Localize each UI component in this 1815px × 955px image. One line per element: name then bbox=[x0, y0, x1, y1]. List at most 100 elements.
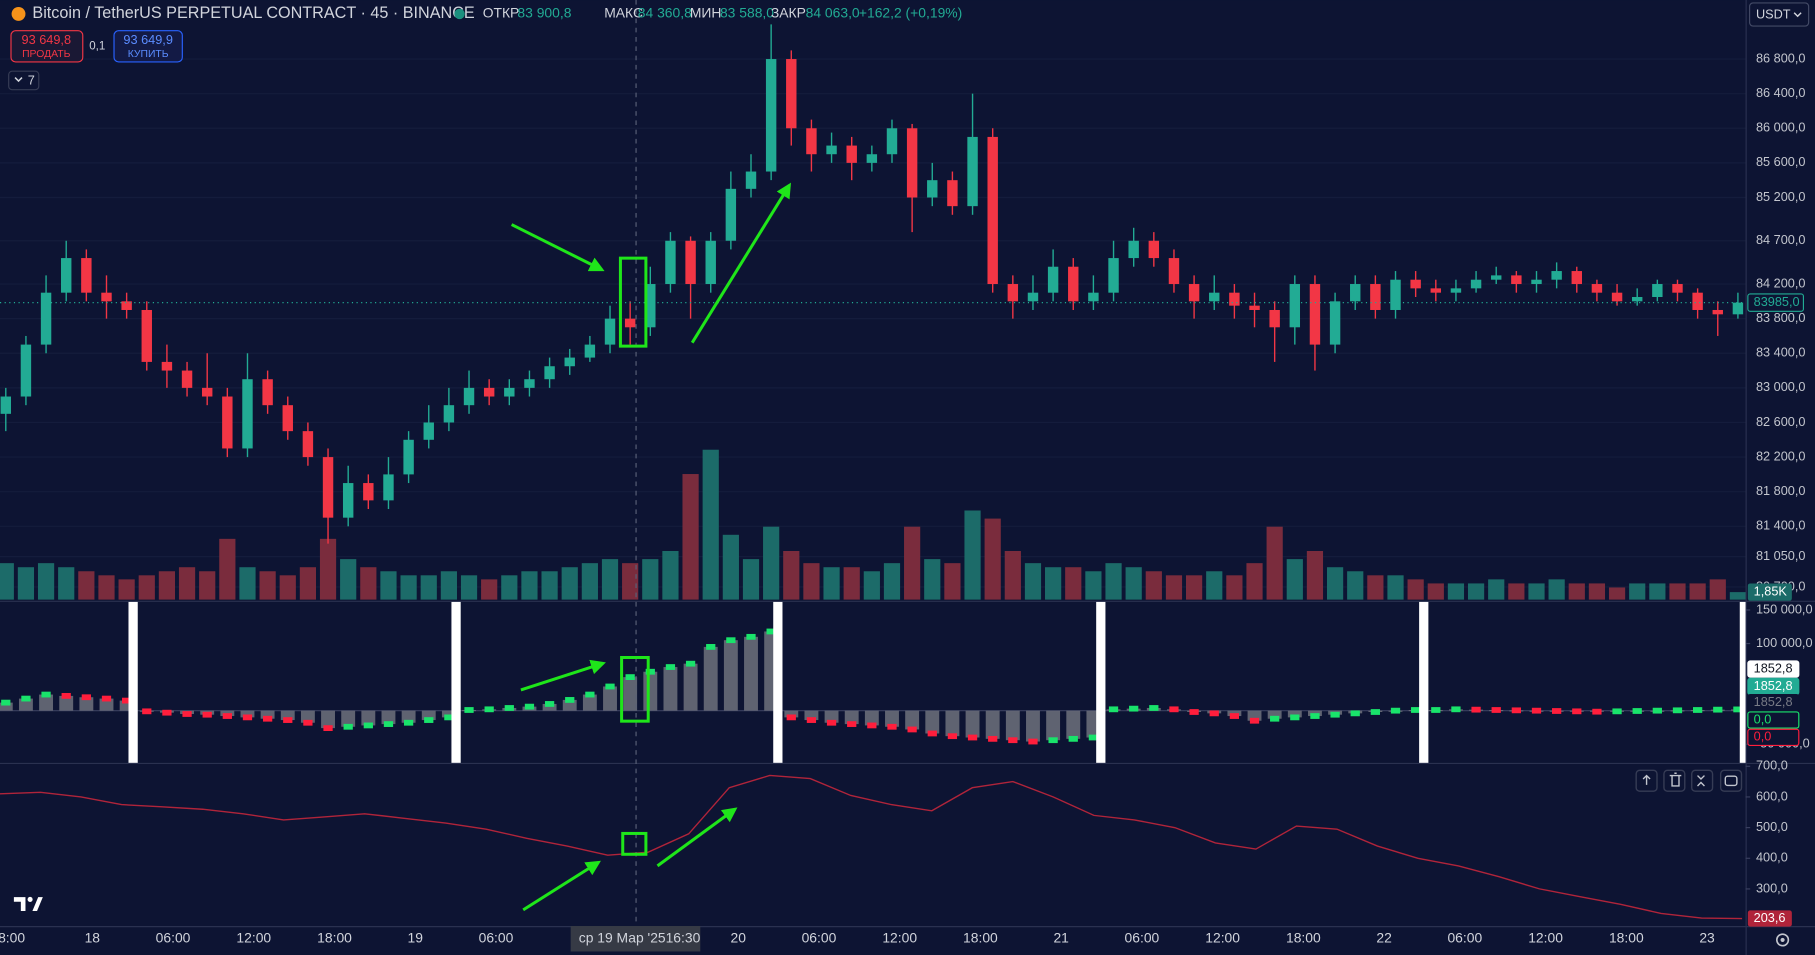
delta-badge-label: 0,0 bbox=[1754, 729, 1772, 744]
delta-cap bbox=[645, 668, 655, 675]
volume-badge bbox=[1747, 583, 1792, 601]
delta-bar bbox=[985, 710, 1000, 739]
tv-logo[interactable] bbox=[13, 896, 43, 911]
delta-bar bbox=[542, 703, 557, 711]
delta-cap bbox=[1592, 708, 1602, 715]
delta-cap bbox=[1531, 707, 1542, 714]
price-tick-label: 85 200,0 bbox=[1756, 189, 1806, 204]
sell-price[interactable]: 93 649,8 bbox=[22, 32, 72, 47]
axis-layer: 86 800,0 86 400,0 86 000,0 85 600,0 85 200,0… bbox=[1745, 50, 1813, 927]
gear-icon[interactable] bbox=[1775, 933, 1790, 947]
volume-bar bbox=[1266, 526, 1283, 600]
currency-frame[interactable] bbox=[1749, 2, 1810, 27]
currency-label[interactable]: USDT bbox=[1756, 6, 1791, 21]
candle-body bbox=[1229, 292, 1240, 306]
symbol-title[interactable]: Bitcoin / TetherUS PERPETUAL CONTRACT · … bbox=[32, 4, 474, 22]
price-tick-label: 81 800,0 bbox=[1756, 483, 1806, 498]
volume-bar bbox=[521, 571, 538, 600]
maximize-button[interactable] bbox=[1719, 769, 1743, 792]
currency-selector[interactable]: USDT bbox=[1749, 2, 1810, 27]
indicators-toggle[interactable]: 7 bbox=[8, 70, 40, 91]
spread: 0,1 bbox=[89, 40, 105, 52]
delta-bar bbox=[39, 694, 54, 711]
volume-bar bbox=[481, 579, 498, 600]
delta-badge bbox=[1747, 728, 1800, 747]
ohlc-value: 84 063,0 bbox=[806, 5, 860, 21]
delta-tick-label: 100 000,0 bbox=[1756, 635, 1813, 650]
volume-bar bbox=[1347, 571, 1364, 600]
market-status-dot[interactable] bbox=[454, 8, 465, 20]
buy-button-frame[interactable] bbox=[113, 30, 183, 63]
time-label: 18:00 bbox=[1609, 929, 1644, 945]
buy-button[interactable]: 93 649,9 КУПИТЬ bbox=[113, 30, 183, 63]
indicators-toggle-frame[interactable] bbox=[8, 70, 40, 91]
collapse-button[interactable] bbox=[1691, 769, 1714, 792]
candle-body bbox=[705, 240, 716, 285]
candle-body bbox=[1128, 240, 1139, 259]
delta-cap bbox=[1310, 713, 1320, 719]
delta-cap bbox=[585, 691, 595, 698]
volume-bar bbox=[1568, 583, 1585, 600]
delta-cap bbox=[1713, 706, 1723, 713]
delta-cap bbox=[1491, 707, 1501, 713]
annotation-box bbox=[621, 831, 648, 856]
volume-bar bbox=[1588, 583, 1606, 600]
delta-bar bbox=[1005, 710, 1020, 741]
sell-button[interactable]: 93 649,8 ПРОДАТЬ bbox=[10, 30, 84, 63]
delta-bar bbox=[643, 671, 658, 711]
buy-label[interactable]: КУПИТЬ bbox=[128, 49, 169, 60]
delta-cap bbox=[1048, 737, 1058, 744]
candle-body bbox=[1712, 309, 1723, 315]
delta-cap bbox=[1612, 708, 1622, 715]
delta-cap bbox=[323, 725, 333, 732]
volume-bar bbox=[1548, 579, 1565, 600]
volume-bar bbox=[1105, 563, 1122, 600]
volume-bar bbox=[501, 575, 518, 600]
volume-bar bbox=[742, 559, 760, 600]
candle-body bbox=[544, 366, 555, 380]
delta-cap bbox=[1370, 709, 1381, 715]
delta-bar bbox=[59, 695, 74, 711]
delta-badge bbox=[1747, 711, 1800, 729]
delta-badge bbox=[1747, 660, 1800, 678]
candle-body bbox=[121, 301, 132, 310]
price-tick-label: 82 200,0 bbox=[1756, 448, 1806, 463]
volume-bar bbox=[360, 567, 377, 600]
volume-bar bbox=[340, 559, 357, 600]
candle-body bbox=[1450, 288, 1462, 293]
delta-cap bbox=[1390, 707, 1401, 714]
sell-button-frame[interactable] bbox=[10, 30, 84, 63]
time-label: 18 bbox=[85, 929, 101, 945]
change-value: +162,2 (+0,19%) bbox=[859, 5, 962, 21]
settings-button[interactable] bbox=[1775, 933, 1790, 947]
time-label: 23 bbox=[1699, 929, 1715, 945]
volume-bar bbox=[1387, 575, 1404, 600]
delta-cap bbox=[262, 715, 273, 722]
maximize-icon bbox=[1724, 775, 1738, 787]
candle-body bbox=[1047, 266, 1059, 293]
delta-bar bbox=[824, 710, 839, 723]
delta-bar bbox=[300, 710, 315, 723]
delta-bar bbox=[1247, 710, 1262, 721]
time-label: 06:00 bbox=[1125, 929, 1160, 945]
delta-cap bbox=[41, 691, 51, 698]
sell-label[interactable]: ПРОДАТЬ bbox=[22, 49, 71, 60]
volume-bar bbox=[944, 563, 961, 600]
time-label: 18:00 bbox=[1286, 929, 1321, 945]
candle-body bbox=[906, 128, 918, 198]
delta-cap bbox=[1129, 705, 1139, 712]
buy-price[interactable]: 93 649,9 bbox=[123, 32, 173, 47]
time-label: 12:00 bbox=[882, 929, 917, 945]
candle-body bbox=[1007, 284, 1019, 302]
ohlc-label: ЗАКР bbox=[771, 5, 806, 21]
delta-bar bbox=[1046, 710, 1061, 741]
delta-cap bbox=[1229, 713, 1240, 719]
volume-bar bbox=[1186, 575, 1203, 600]
delta-bar bbox=[119, 700, 134, 711]
volume-bar bbox=[924, 559, 941, 600]
delta-cap bbox=[1692, 707, 1703, 713]
candle-body bbox=[181, 370, 193, 388]
indicators-count[interactable]: 7 bbox=[28, 72, 35, 87]
delta-cap bbox=[867, 722, 877, 729]
